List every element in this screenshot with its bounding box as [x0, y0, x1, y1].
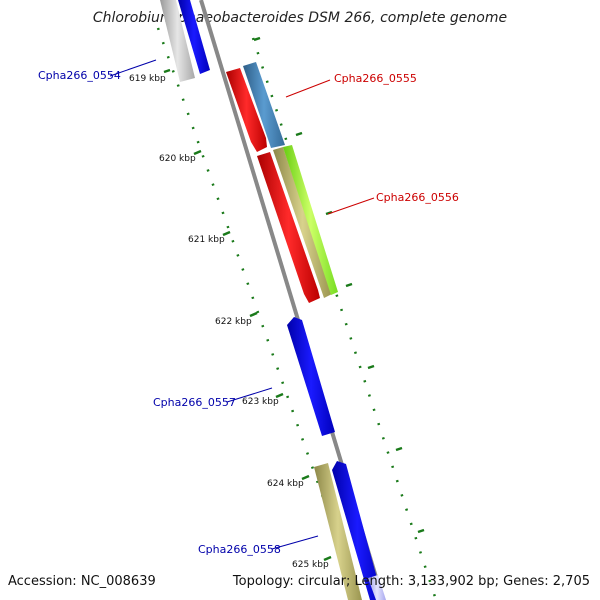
tick-label: 624 kbp: [267, 479, 304, 489]
gene-feature[interactable]: [368, 575, 386, 600]
outer-tick-track: [251, 37, 438, 600]
genome-summary-text: Topology: circular; Length: 3,133,902 bp…: [232, 574, 590, 589]
accession-text: Accession: NC_008639: [8, 574, 156, 589]
gene-feature[interactable]: [273, 147, 332, 298]
gene-feature[interactable]: [257, 152, 320, 303]
tick-label: 621 kbp: [188, 235, 225, 245]
gene-labels: Cpha266_0554 Cpha266_0555 Cpha266_0556 C…: [38, 69, 459, 556]
gene-label[interactable]: Cpha266_0557: [153, 396, 236, 409]
major-ticks: [163, 36, 425, 562]
gene-feature[interactable]: [243, 62, 285, 148]
gene-callout-lines: [109, 59, 375, 550]
tick-label: 625 kbp: [292, 560, 329, 570]
gene-feature[interactable]: [178, 0, 210, 74]
gene-label[interactable]: Cpha266_0558: [198, 543, 281, 556]
tick-label: 623 kbp: [242, 397, 279, 407]
gene-feature[interactable]: [283, 145, 338, 295]
gene-label[interactable]: Cpha266_0554: [38, 69, 121, 82]
gene-label[interactable]: Cpha266_0555: [334, 72, 417, 85]
tick-label: 619 kbp: [129, 74, 166, 84]
gene-label[interactable]: Cpha266_0556: [376, 191, 459, 204]
tick-labels: 619 kbp 620 kbp 621 kbp 622 kbp 623 kbp …: [129, 74, 329, 570]
gene-feature[interactable]: [160, 0, 195, 82]
gene-feature[interactable]: [287, 317, 335, 436]
gene-feature[interactable]: [332, 461, 383, 600]
map-title: Chlorobium phaeobacteroides DSM 266, com…: [92, 10, 508, 26]
gene-features: [160, 0, 386, 600]
gene-feature[interactable]: [226, 68, 267, 152]
tick-label: 622 kbp: [215, 317, 252, 327]
tick-label: 620 kbp: [159, 154, 196, 164]
gene-feature[interactable]: [314, 463, 362, 600]
